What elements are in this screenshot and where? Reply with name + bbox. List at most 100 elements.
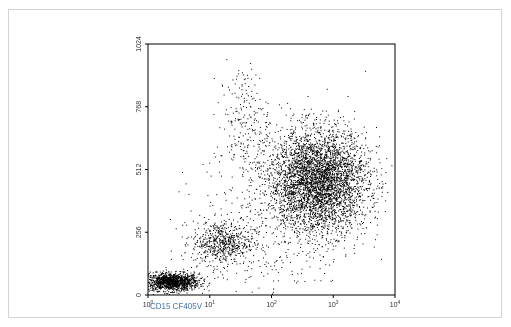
data-point xyxy=(270,172,272,174)
data-point xyxy=(339,170,341,172)
data-point xyxy=(258,177,260,179)
data-point xyxy=(315,235,317,237)
data-point xyxy=(179,285,181,287)
data-point xyxy=(263,193,265,195)
data-point xyxy=(332,179,334,181)
data-point xyxy=(328,123,330,125)
data-point xyxy=(326,230,328,232)
data-point xyxy=(322,182,324,184)
data-point xyxy=(285,209,287,211)
data-point xyxy=(341,142,342,144)
data-point xyxy=(304,197,306,199)
data-point xyxy=(282,195,284,197)
data-point xyxy=(226,59,228,61)
data-point xyxy=(293,205,295,207)
data-point xyxy=(317,210,319,212)
data-point xyxy=(267,170,269,172)
data-point xyxy=(297,197,299,198)
data-point xyxy=(229,243,231,245)
data-point xyxy=(158,276,160,278)
data-point xyxy=(332,225,334,227)
data-point xyxy=(315,207,317,209)
data-point xyxy=(161,281,163,283)
data-point xyxy=(217,232,219,234)
data-point xyxy=(298,205,300,206)
data-point xyxy=(176,286,178,288)
data-point xyxy=(313,181,315,183)
data-point xyxy=(265,266,267,268)
data-point xyxy=(291,152,293,154)
data-point xyxy=(210,241,212,242)
data-point xyxy=(242,168,244,170)
data-point xyxy=(326,142,328,144)
data-point xyxy=(247,235,249,237)
data-point xyxy=(356,223,358,225)
data-point xyxy=(156,277,158,279)
data-point xyxy=(233,248,235,250)
data-point xyxy=(236,247,238,249)
data-point xyxy=(313,172,314,174)
data-point xyxy=(284,193,286,195)
data-point xyxy=(172,282,173,284)
data-point xyxy=(368,150,370,152)
data-point xyxy=(340,232,342,234)
data-point xyxy=(320,181,321,183)
data-point xyxy=(309,139,311,141)
data-point xyxy=(315,159,317,161)
data-point xyxy=(345,196,347,198)
data-point xyxy=(343,202,345,204)
data-point xyxy=(214,214,216,216)
data-point xyxy=(265,146,267,148)
data-point xyxy=(162,276,164,278)
data-point xyxy=(266,232,267,233)
data-point xyxy=(148,285,150,287)
data-point xyxy=(225,250,227,252)
data-point xyxy=(234,236,236,238)
data-point xyxy=(313,126,315,128)
data-point xyxy=(239,245,241,247)
data-point xyxy=(316,150,318,151)
data-point xyxy=(345,177,347,179)
data-point xyxy=(219,233,221,235)
data-point xyxy=(250,238,252,240)
data-point xyxy=(290,154,292,156)
data-point xyxy=(177,278,179,279)
data-point xyxy=(158,288,160,289)
data-point xyxy=(302,161,304,163)
data-point xyxy=(222,241,224,243)
data-point xyxy=(248,239,250,241)
data-point xyxy=(351,167,353,169)
data-point xyxy=(296,232,298,234)
data-point xyxy=(219,127,221,129)
data-point xyxy=(194,272,196,274)
data-point xyxy=(176,276,178,278)
data-point xyxy=(291,162,293,163)
data-point xyxy=(297,120,299,122)
data-point xyxy=(294,143,296,145)
data-point xyxy=(225,241,227,242)
data-point xyxy=(331,135,333,137)
data-point xyxy=(200,254,202,255)
data-point xyxy=(174,288,176,290)
data-point xyxy=(310,201,312,203)
data-point xyxy=(288,192,290,194)
data-point xyxy=(337,186,339,188)
data-point xyxy=(297,206,299,208)
data-point xyxy=(174,274,176,276)
data-point xyxy=(231,146,233,148)
data-point xyxy=(284,194,286,196)
data-point xyxy=(326,182,328,184)
data-point xyxy=(291,162,293,164)
data-point xyxy=(162,285,164,287)
data-point xyxy=(302,122,304,123)
data-point xyxy=(355,167,357,169)
data-point xyxy=(186,285,188,287)
data-point xyxy=(199,279,201,281)
data-point xyxy=(198,272,200,274)
data-point xyxy=(334,209,336,211)
data-point xyxy=(361,180,363,182)
data-point xyxy=(336,178,338,180)
data-point xyxy=(187,280,189,281)
data-point xyxy=(315,179,316,181)
data-point xyxy=(277,182,279,184)
